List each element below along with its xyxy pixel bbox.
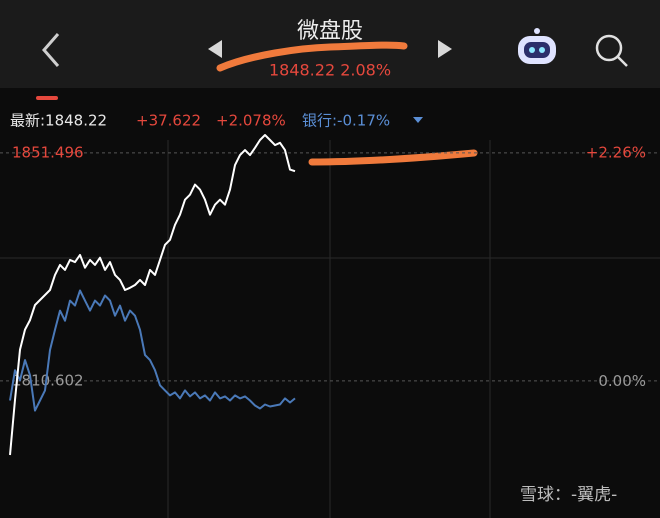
watermark: 雪球：-翼虎-: [520, 485, 617, 505]
change-amount: +37.622: [136, 112, 201, 130]
prev-button[interactable]: [208, 40, 222, 58]
compare-index[interactable]: 银行:-0.17%: [302, 112, 390, 130]
search-icon[interactable]: [595, 34, 628, 67]
back-button[interactable]: [42, 33, 60, 67]
tab-indicator: [36, 96, 58, 100]
page-title: 微盘股: [297, 19, 363, 44]
scribble: [216, 41, 408, 72]
dropdown-arrow[interactable]: [413, 117, 423, 123]
grid: [0, 140, 660, 518]
header-quote: 1848.22 2.08%: [269, 61, 391, 80]
change-percent: +2.078%: [216, 112, 286, 130]
y2-tick-label: 0.00%: [598, 372, 646, 390]
y-tick-label: 1851.496: [12, 143, 84, 161]
latest-price: 最新:1848.22: [10, 112, 107, 130]
next-button[interactable]: [438, 40, 452, 58]
scribble: [308, 149, 478, 166]
assistant-icon[interactable]: [518, 28, 556, 64]
y2-tick-label: +2.26%: [586, 144, 646, 162]
price-line: [9, 134, 296, 456]
price-line: [9, 289, 296, 412]
